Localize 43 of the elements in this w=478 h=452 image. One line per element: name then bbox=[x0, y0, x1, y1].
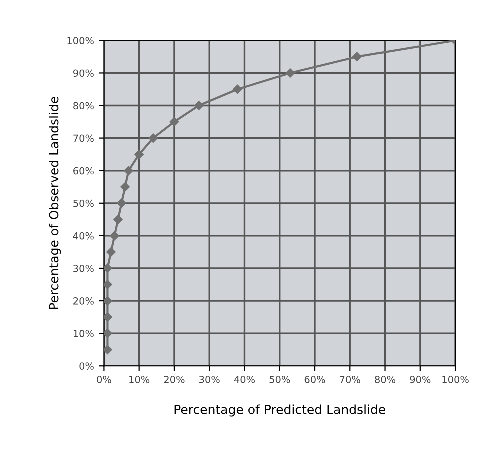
point bbox=[170, 117, 180, 127]
x-tick-label: 0% bbox=[97, 376, 112, 384]
point bbox=[106, 248, 116, 257]
point bbox=[114, 215, 123, 224]
point bbox=[134, 150, 144, 160]
point bbox=[194, 101, 204, 110]
y-tick-label: 70% bbox=[74, 134, 94, 142]
point bbox=[104, 264, 112, 274]
x-tick-label: 60% bbox=[304, 376, 326, 384]
y-tick-label: 0% bbox=[80, 362, 94, 370]
x-tick-label: 10% bbox=[130, 376, 150, 384]
x-tick-label: 70% bbox=[340, 376, 360, 384]
point bbox=[104, 312, 112, 322]
y-tick-label: 60% bbox=[74, 167, 94, 175]
point bbox=[104, 345, 112, 354]
x-tick-label: 80% bbox=[375, 376, 396, 384]
x-tick-label: 50% bbox=[270, 376, 290, 384]
point bbox=[148, 134, 158, 143]
point bbox=[120, 182, 130, 192]
x-tick-label: 90% bbox=[410, 376, 431, 384]
y-axis-title: Percentage of Observed Landslide bbox=[49, 97, 62, 310]
point bbox=[104, 280, 112, 290]
y-tick-label: 40% bbox=[73, 232, 94, 240]
x-tick-label: 100% bbox=[442, 376, 469, 384]
y-tick-label: 100% bbox=[68, 37, 94, 45]
point bbox=[233, 84, 242, 94]
point bbox=[104, 296, 112, 306]
y-tick-label: 30% bbox=[74, 264, 94, 272]
point bbox=[286, 68, 296, 78]
point bbox=[124, 166, 134, 176]
point bbox=[110, 231, 120, 241]
y-tick-label: 50% bbox=[74, 200, 94, 208]
point bbox=[352, 52, 362, 62]
y-tick-label: 20% bbox=[74, 298, 94, 305]
point bbox=[104, 328, 112, 338]
y-tick-label: 10% bbox=[74, 330, 94, 338]
x-tick-label: 20% bbox=[164, 376, 185, 384]
y-tick-label: 90% bbox=[73, 70, 94, 78]
y-tick-label: 80% bbox=[74, 102, 94, 110]
x-tick-label: 40% bbox=[234, 376, 256, 384]
x-axis-title: Percentage of Predicted Landslide bbox=[174, 404, 386, 417]
x-tick-label: 30% bbox=[200, 376, 220, 384]
point bbox=[117, 198, 126, 208]
